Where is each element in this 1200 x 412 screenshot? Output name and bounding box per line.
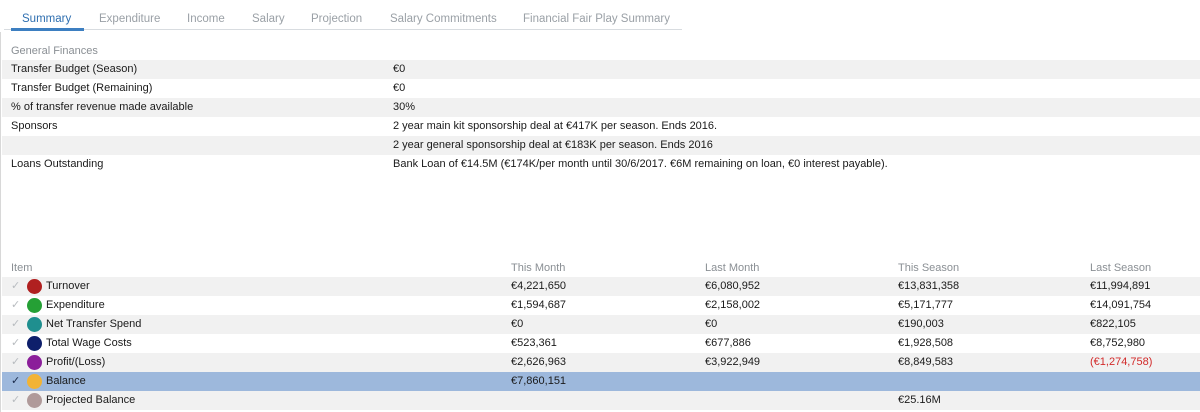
check-icon[interactable]: ✓ <box>11 318 21 330</box>
finance-label: % of transfer revenue made available <box>11 101 194 113</box>
table-row[interactable]: ✓ Profit/(Loss) €2,626,963 €3,922,949 €8,849… <box>2 353 1200 372</box>
table-row[interactable]: ✓ Expenditure €1,594,687 €2,158,002 €5,171,7… <box>2 296 1200 315</box>
finance-label: Loans Outstanding <box>11 158 104 170</box>
header-this-month[interactable]: This Month <box>511 262 566 274</box>
this-season-value: €1,928,508 <box>898 337 954 349</box>
this-month-value: €1,594,687 <box>511 299 567 311</box>
check-icon[interactable]: ✓ <box>11 337 21 349</box>
last-month-value: €677,886 <box>705 337 751 349</box>
finance-row: % of transfer revenue made available 30% <box>2 98 1200 117</box>
last-season-value: €8,752,980 <box>1090 337 1146 349</box>
table-row[interactable]: ✓ Total Wage Costs €523,361 €677,886 €1,928,… <box>2 334 1200 353</box>
finance-label: Transfer Budget (Remaining) <box>11 82 153 94</box>
check-icon[interactable]: ✓ <box>11 356 21 368</box>
this-season-value: €13,831,358 <box>898 280 960 292</box>
header-last-season[interactable]: Last Season <box>1090 262 1152 274</box>
check-icon[interactable]: ✓ <box>11 280 21 292</box>
this-month-value: €7,860,151 <box>511 375 567 387</box>
tab-projection[interactable]: Projection <box>311 13 363 25</box>
legend-dot-icon <box>27 355 42 370</box>
header-this-season[interactable]: This Season <box>898 262 960 274</box>
finance-value: 2 year general sponsorship deal at €183K… <box>393 139 713 151</box>
tab-divider <box>4 29 682 30</box>
check-icon[interactable]: ✓ <box>11 394 21 406</box>
legend-dot-icon <box>27 374 42 389</box>
tab-financial-fair-play-summary[interactable]: Financial Fair Play Summary <box>523 13 670 25</box>
tab-summary[interactable]: Summary <box>22 13 72 25</box>
finance-label: Sponsors <box>11 120 58 132</box>
row-name: Balance <box>46 375 86 387</box>
header-item[interactable]: Item <box>11 262 33 274</box>
this-season-value: €8,849,583 <box>898 356 954 368</box>
last-month-value: €2,158,002 <box>705 299 761 311</box>
tab-expenditure[interactable]: Expenditure <box>99 13 161 25</box>
this-month-value: €0 <box>511 318 524 330</box>
this-season-value: €25.16M <box>898 394 941 406</box>
check-icon[interactable]: ✓ <box>11 375 21 387</box>
this-month-value: €523,361 <box>511 337 557 349</box>
finance-row: Transfer Budget (Remaining) €0 <box>2 79 1200 98</box>
finance-row: Transfer Budget (Season) €0 <box>2 60 1200 79</box>
last-season-value: €822,105 <box>1090 318 1136 330</box>
tab-bar: Summary Expenditure Income Salary Projec… <box>0 0 1200 32</box>
this-season-value: €190,003 <box>898 318 944 330</box>
table-row[interactable]: ✓ Turnover €4,221,650 €6,080,952 €13,831,358… <box>2 277 1200 296</box>
row-name: Profit/(Loss) <box>46 356 106 368</box>
this-month-value: €4,221,650 <box>511 280 567 292</box>
this-season-value: €5,171,777 <box>898 299 954 311</box>
panel-border <box>0 32 1 412</box>
last-month-value: €6,080,952 <box>705 280 761 292</box>
finance-value: Bank Loan of €14.5M (€174K/per month unt… <box>393 158 888 170</box>
row-name: Turnover <box>46 280 90 292</box>
table-header: Item This Month Last Month This Season L… <box>2 261 1200 276</box>
this-month-value: €2,626,963 <box>511 356 567 368</box>
tab-income[interactable]: Income <box>187 13 225 25</box>
tab-salary[interactable]: Salary <box>252 13 285 25</box>
finance-value: €0 <box>393 63 406 75</box>
last-month-value: €0 <box>705 318 718 330</box>
finance-row: Loans Outstanding Bank Loan of €14.5M (€… <box>2 155 1200 174</box>
active-tab-indicator <box>11 28 84 31</box>
legend-dot-icon <box>27 279 42 294</box>
legend-dot-icon <box>27 393 42 408</box>
row-name: Projected Balance <box>46 394 136 406</box>
header-last-month[interactable]: Last Month <box>705 262 760 274</box>
legend-dot-icon <box>27 298 42 313</box>
last-season-value: €14,091,754 <box>1090 299 1152 311</box>
general-finances-title: General Finances <box>11 45 98 57</box>
last-month-value: €3,922,949 <box>705 356 761 368</box>
finance-value: 2 year main kit sponsorship deal at €417… <box>393 120 718 132</box>
finance-row: 2 year general sponsorship deal at €183K… <box>2 136 1200 155</box>
row-name: Total Wage Costs <box>46 337 132 349</box>
table-row[interactable]: ✓ Net Transfer Spend €0 €0 €190,003 €822,105 <box>2 315 1200 334</box>
row-name: Net Transfer Spend <box>46 318 142 330</box>
finance-value: €0 <box>393 82 406 94</box>
finance-row: Sponsors 2 year main kit sponsorship dea… <box>2 117 1200 136</box>
legend-dot-icon <box>27 317 42 332</box>
finance-label: Transfer Budget (Season) <box>11 63 138 75</box>
row-name: Expenditure <box>46 299 105 311</box>
check-icon[interactable]: ✓ <box>11 299 21 311</box>
last-season-value: (€1,274,758) <box>1090 356 1153 368</box>
legend-dot-icon <box>27 336 42 351</box>
table-row[interactable]: ✓ Projected Balance €25.16M <box>2 391 1200 410</box>
last-season-value: €11,994,891 <box>1090 280 1151 292</box>
table-row[interactable]: ✓ Balance €7,860,151 <box>2 372 1200 391</box>
tab-salary-commitments[interactable]: Salary Commitments <box>390 13 497 25</box>
finance-value: 30% <box>393 101 416 113</box>
